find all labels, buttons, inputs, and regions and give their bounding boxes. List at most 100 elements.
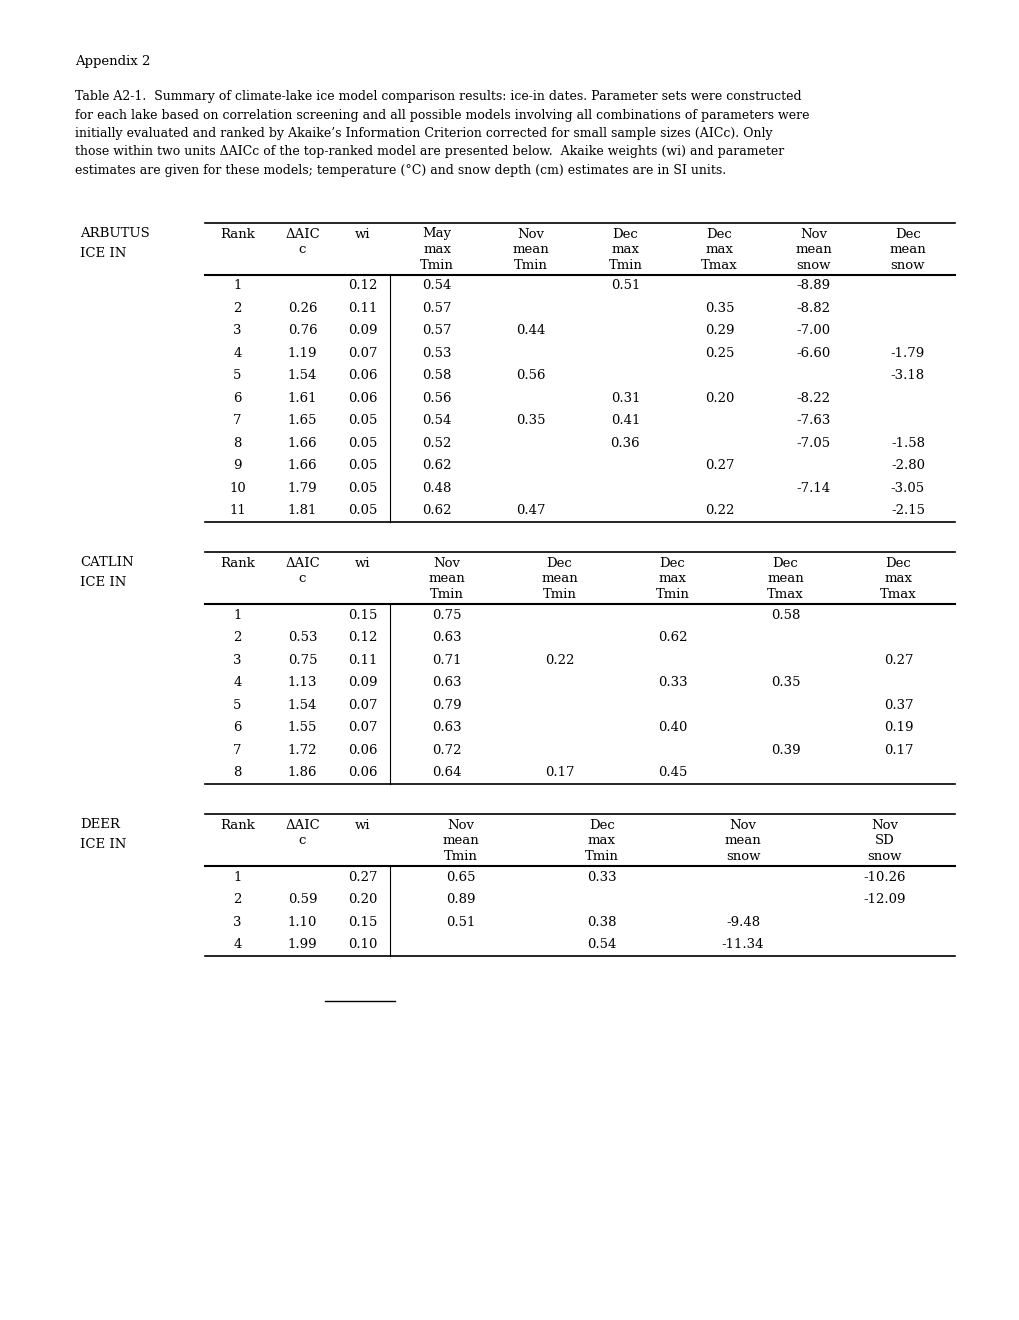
Text: 8: 8: [233, 766, 242, 779]
Text: 0.33: 0.33: [587, 871, 616, 884]
Text: 0.05: 0.05: [347, 482, 377, 495]
Text: Tmin: Tmin: [655, 587, 689, 601]
Text: Rank: Rank: [220, 818, 255, 832]
Text: 0.20: 0.20: [347, 894, 377, 907]
Text: -8.22: -8.22: [796, 392, 829, 405]
Text: 3: 3: [233, 916, 242, 929]
Text: 0.36: 0.36: [610, 437, 640, 450]
Text: 6: 6: [233, 721, 242, 734]
Text: 0.54: 0.54: [422, 414, 451, 428]
Text: 0.62: 0.62: [422, 459, 451, 473]
Text: 5: 5: [233, 698, 242, 711]
Text: Tmin: Tmin: [608, 259, 642, 272]
Text: 0.38: 0.38: [587, 916, 616, 929]
Text: 0.19: 0.19: [882, 721, 912, 734]
Text: Nov: Nov: [870, 818, 897, 832]
Text: wi: wi: [355, 818, 370, 832]
Text: Tmin: Tmin: [514, 259, 547, 272]
Text: 0.12: 0.12: [347, 280, 377, 292]
Text: 10: 10: [229, 482, 246, 495]
Text: 1.19: 1.19: [287, 347, 317, 360]
Text: snow: snow: [890, 259, 924, 272]
Text: mean: mean: [795, 243, 832, 256]
Text: Rank: Rank: [220, 557, 255, 570]
Text: for each lake based on correlation screening and all possible models involving a: for each lake based on correlation scree…: [75, 108, 809, 121]
Text: 0.05: 0.05: [347, 437, 377, 450]
Text: 0.10: 0.10: [347, 939, 377, 952]
Text: 0.65: 0.65: [445, 871, 475, 884]
Text: initially evaluated and ranked by Akaike’s Information Criterion corrected for s: initially evaluated and ranked by Akaike…: [75, 127, 771, 140]
Text: -2.80: -2.80: [890, 459, 924, 473]
Text: c: c: [299, 243, 306, 256]
Text: -7.05: -7.05: [796, 437, 830, 450]
Text: Table A2-1.  Summary of climate-lake ice model comparison results: ice-in dates.: Table A2-1. Summary of climate-lake ice …: [75, 90, 801, 103]
Text: 0.76: 0.76: [287, 325, 317, 337]
Text: 0.57: 0.57: [422, 302, 451, 314]
Text: 0.06: 0.06: [347, 743, 377, 756]
Text: Tmin: Tmin: [584, 850, 619, 863]
Text: ΔAIC: ΔAIC: [285, 227, 320, 240]
Text: ICE IN: ICE IN: [79, 838, 126, 851]
Text: snow: snow: [866, 850, 901, 863]
Text: 0.09: 0.09: [347, 325, 377, 337]
Text: 2: 2: [233, 894, 242, 907]
Text: those within two units ΔAICc of the top-ranked model are presented below.  Akaik: those within two units ΔAICc of the top-…: [75, 145, 784, 158]
Text: 0.59: 0.59: [287, 894, 317, 907]
Text: CATLIN: CATLIN: [79, 557, 133, 569]
Text: 1.79: 1.79: [287, 482, 317, 495]
Text: 0.25: 0.25: [704, 347, 734, 360]
Text: 0.31: 0.31: [610, 392, 640, 405]
Text: Nov: Nov: [518, 227, 544, 240]
Text: 0.71: 0.71: [431, 653, 461, 667]
Text: wi: wi: [355, 227, 370, 240]
Text: 0.05: 0.05: [347, 459, 377, 473]
Text: 0.58: 0.58: [422, 370, 451, 383]
Text: estimates are given for these models; temperature (°C) and snow depth (cm) estim: estimates are given for these models; te…: [75, 164, 726, 177]
Text: max: max: [423, 243, 450, 256]
Text: 1.10: 1.10: [287, 916, 317, 929]
Text: 0.17: 0.17: [882, 743, 912, 756]
Text: 0.51: 0.51: [445, 916, 475, 929]
Text: 0.64: 0.64: [431, 766, 461, 779]
Text: 1.13: 1.13: [287, 676, 317, 689]
Text: c: c: [299, 834, 306, 847]
Text: Dec: Dec: [588, 818, 614, 832]
Text: 0.26: 0.26: [287, 302, 317, 314]
Text: snow: snow: [726, 850, 759, 863]
Text: Tmin: Tmin: [420, 259, 453, 272]
Text: 0.54: 0.54: [422, 280, 451, 292]
Text: 0.09: 0.09: [347, 676, 377, 689]
Text: mean: mean: [442, 834, 479, 847]
Text: ICE IN: ICE IN: [79, 577, 126, 590]
Text: Tmax: Tmax: [879, 587, 916, 601]
Text: Nov: Nov: [800, 227, 826, 240]
Text: 5: 5: [233, 370, 242, 383]
Text: 0.52: 0.52: [422, 437, 451, 450]
Text: -8.82: -8.82: [796, 302, 829, 314]
Text: 1: 1: [233, 609, 242, 622]
Text: Nov: Nov: [729, 818, 756, 832]
Text: Nov: Nov: [446, 818, 474, 832]
Text: 1.72: 1.72: [287, 743, 317, 756]
Text: 2: 2: [233, 302, 242, 314]
Text: 0.06: 0.06: [347, 392, 377, 405]
Text: -11.34: -11.34: [721, 939, 763, 952]
Text: 0.05: 0.05: [347, 504, 377, 517]
Text: Tmin: Tmin: [443, 850, 477, 863]
Text: 0.79: 0.79: [431, 698, 461, 711]
Text: snow: snow: [796, 259, 830, 272]
Text: 1: 1: [233, 280, 242, 292]
Text: 1.55: 1.55: [287, 721, 317, 734]
Text: 0.06: 0.06: [347, 370, 377, 383]
Text: 0.27: 0.27: [882, 653, 912, 667]
Text: SD: SD: [873, 834, 894, 847]
Text: 6: 6: [233, 392, 242, 405]
Text: 0.63: 0.63: [431, 721, 461, 734]
Text: 0.22: 0.22: [544, 653, 574, 667]
Text: ICE IN: ICE IN: [79, 247, 126, 260]
Text: -1.79: -1.79: [890, 347, 924, 360]
Text: Appendix 2: Appendix 2: [75, 55, 150, 69]
Text: ΔAIC: ΔAIC: [285, 557, 320, 570]
Text: 0.58: 0.58: [770, 609, 799, 622]
Text: 1.54: 1.54: [287, 698, 317, 711]
